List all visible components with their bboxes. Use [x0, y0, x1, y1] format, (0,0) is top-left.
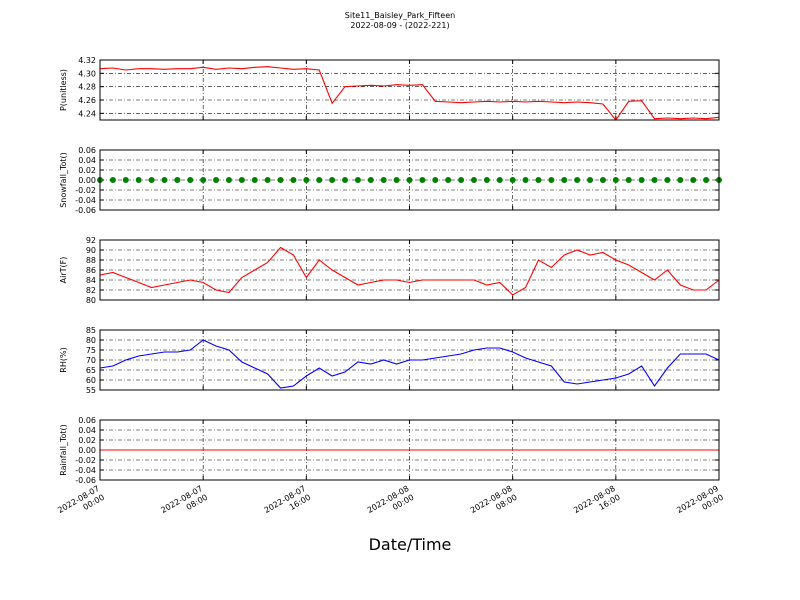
y-tick-label: 60 [86, 376, 96, 385]
data-point [612, 177, 619, 183]
data-point [445, 177, 452, 183]
y-tick-label: 4.26 [78, 96, 96, 105]
data-point [561, 177, 568, 183]
data-point [200, 177, 207, 183]
chart-title: Site11_Baisley_Park_Fifteen [345, 11, 455, 20]
y-tick-label: 75 [86, 346, 96, 355]
y-tick-label: 4.28 [78, 83, 96, 92]
data-point [187, 177, 194, 183]
data-point [122, 177, 129, 183]
data-line [99, 339, 720, 389]
y-axis-label: Rainfall_Tot() [59, 424, 68, 476]
data-point [509, 177, 516, 183]
data-point [342, 177, 349, 183]
y-tick-label: 80 [86, 296, 96, 305]
data-point [135, 177, 142, 183]
data-point [432, 177, 439, 183]
data-point [458, 177, 465, 183]
data-line [99, 246, 720, 296]
y-axis-label: AirT(F) [59, 257, 68, 284]
plot-frame [99, 239, 720, 301]
data-point [677, 177, 684, 183]
y-tick-label: 55 [86, 386, 96, 395]
data-point [354, 177, 361, 183]
data-point [638, 177, 645, 183]
data-point [587, 177, 594, 183]
data-point [251, 177, 258, 183]
y-tick-label: 0.04 [78, 426, 96, 435]
data-point [535, 177, 542, 183]
y-tick-label: 4.30 [78, 69, 96, 78]
y-tick-label: 82 [86, 286, 96, 295]
plot-frame [99, 329, 720, 391]
data-point [303, 177, 310, 183]
data-point [380, 177, 387, 183]
data-point [109, 177, 116, 183]
y-tick-label: -0.06 [75, 476, 96, 485]
x-axis-label: Date/Time [369, 535, 452, 554]
data-point [548, 177, 555, 183]
data-point [470, 177, 477, 183]
y-tick-label: 0.06 [78, 146, 96, 155]
y-tick-label: 65 [86, 366, 96, 375]
data-point [290, 177, 297, 183]
y-tick-label: 92 [86, 236, 96, 245]
y-axis-label: Snowfall_Tot() [59, 152, 68, 208]
y-tick-label: 86 [86, 266, 96, 275]
y-tick-label: 0.02 [78, 436, 96, 445]
y-tick-label: 84 [86, 276, 96, 285]
data-point [406, 177, 413, 183]
y-tick-label: 0.00 [78, 446, 96, 455]
y-tick-label: 80 [86, 336, 96, 345]
y-axis-label: P(unitless) [59, 69, 68, 111]
data-point [316, 177, 323, 183]
y-tick-label: 70 [86, 356, 96, 365]
y-tick-label: -0.04 [75, 196, 96, 205]
data-point [174, 177, 181, 183]
y-tick-label: 90 [86, 246, 96, 255]
y-tick-label: -0.02 [75, 186, 96, 195]
data-point [213, 177, 220, 183]
data-point [393, 177, 400, 183]
data-point [522, 177, 529, 183]
data-point [238, 177, 245, 183]
data-point [367, 177, 374, 183]
data-point [483, 177, 490, 183]
y-tick-label: 4.24 [78, 109, 96, 118]
data-point [225, 177, 232, 183]
y-tick-label: -0.02 [75, 456, 96, 465]
y-tick-label: 0.02 [78, 166, 96, 175]
y-axis-label: RH(%) [59, 347, 68, 372]
y-tick-label: 4.32 [78, 56, 96, 65]
data-point [419, 177, 426, 183]
chart-subtitle: 2022-08-09 - (2022-221) [350, 21, 449, 30]
y-tick-label: 0.00 [78, 176, 96, 185]
y-tick-label: -0.06 [75, 206, 96, 215]
data-point [690, 177, 697, 183]
data-point [277, 177, 284, 183]
data-point [496, 177, 503, 183]
data-point [599, 177, 606, 183]
y-tick-label: 88 [86, 256, 96, 265]
data-point [651, 177, 658, 183]
data-point [664, 177, 671, 183]
plot-frame [99, 59, 720, 121]
data-point [264, 177, 271, 183]
y-tick-label: 0.06 [78, 416, 96, 425]
data-point [703, 177, 710, 183]
data-point [161, 177, 168, 183]
plot-frame [99, 149, 720, 211]
y-tick-label: 0.04 [78, 156, 96, 165]
data-point [574, 177, 581, 183]
y-tick-label: -0.04 [75, 466, 96, 475]
y-tick-label: 85 [86, 326, 96, 335]
data-point [148, 177, 155, 183]
plot-frame [99, 419, 720, 481]
data-point [625, 177, 632, 183]
data-point [329, 177, 336, 183]
